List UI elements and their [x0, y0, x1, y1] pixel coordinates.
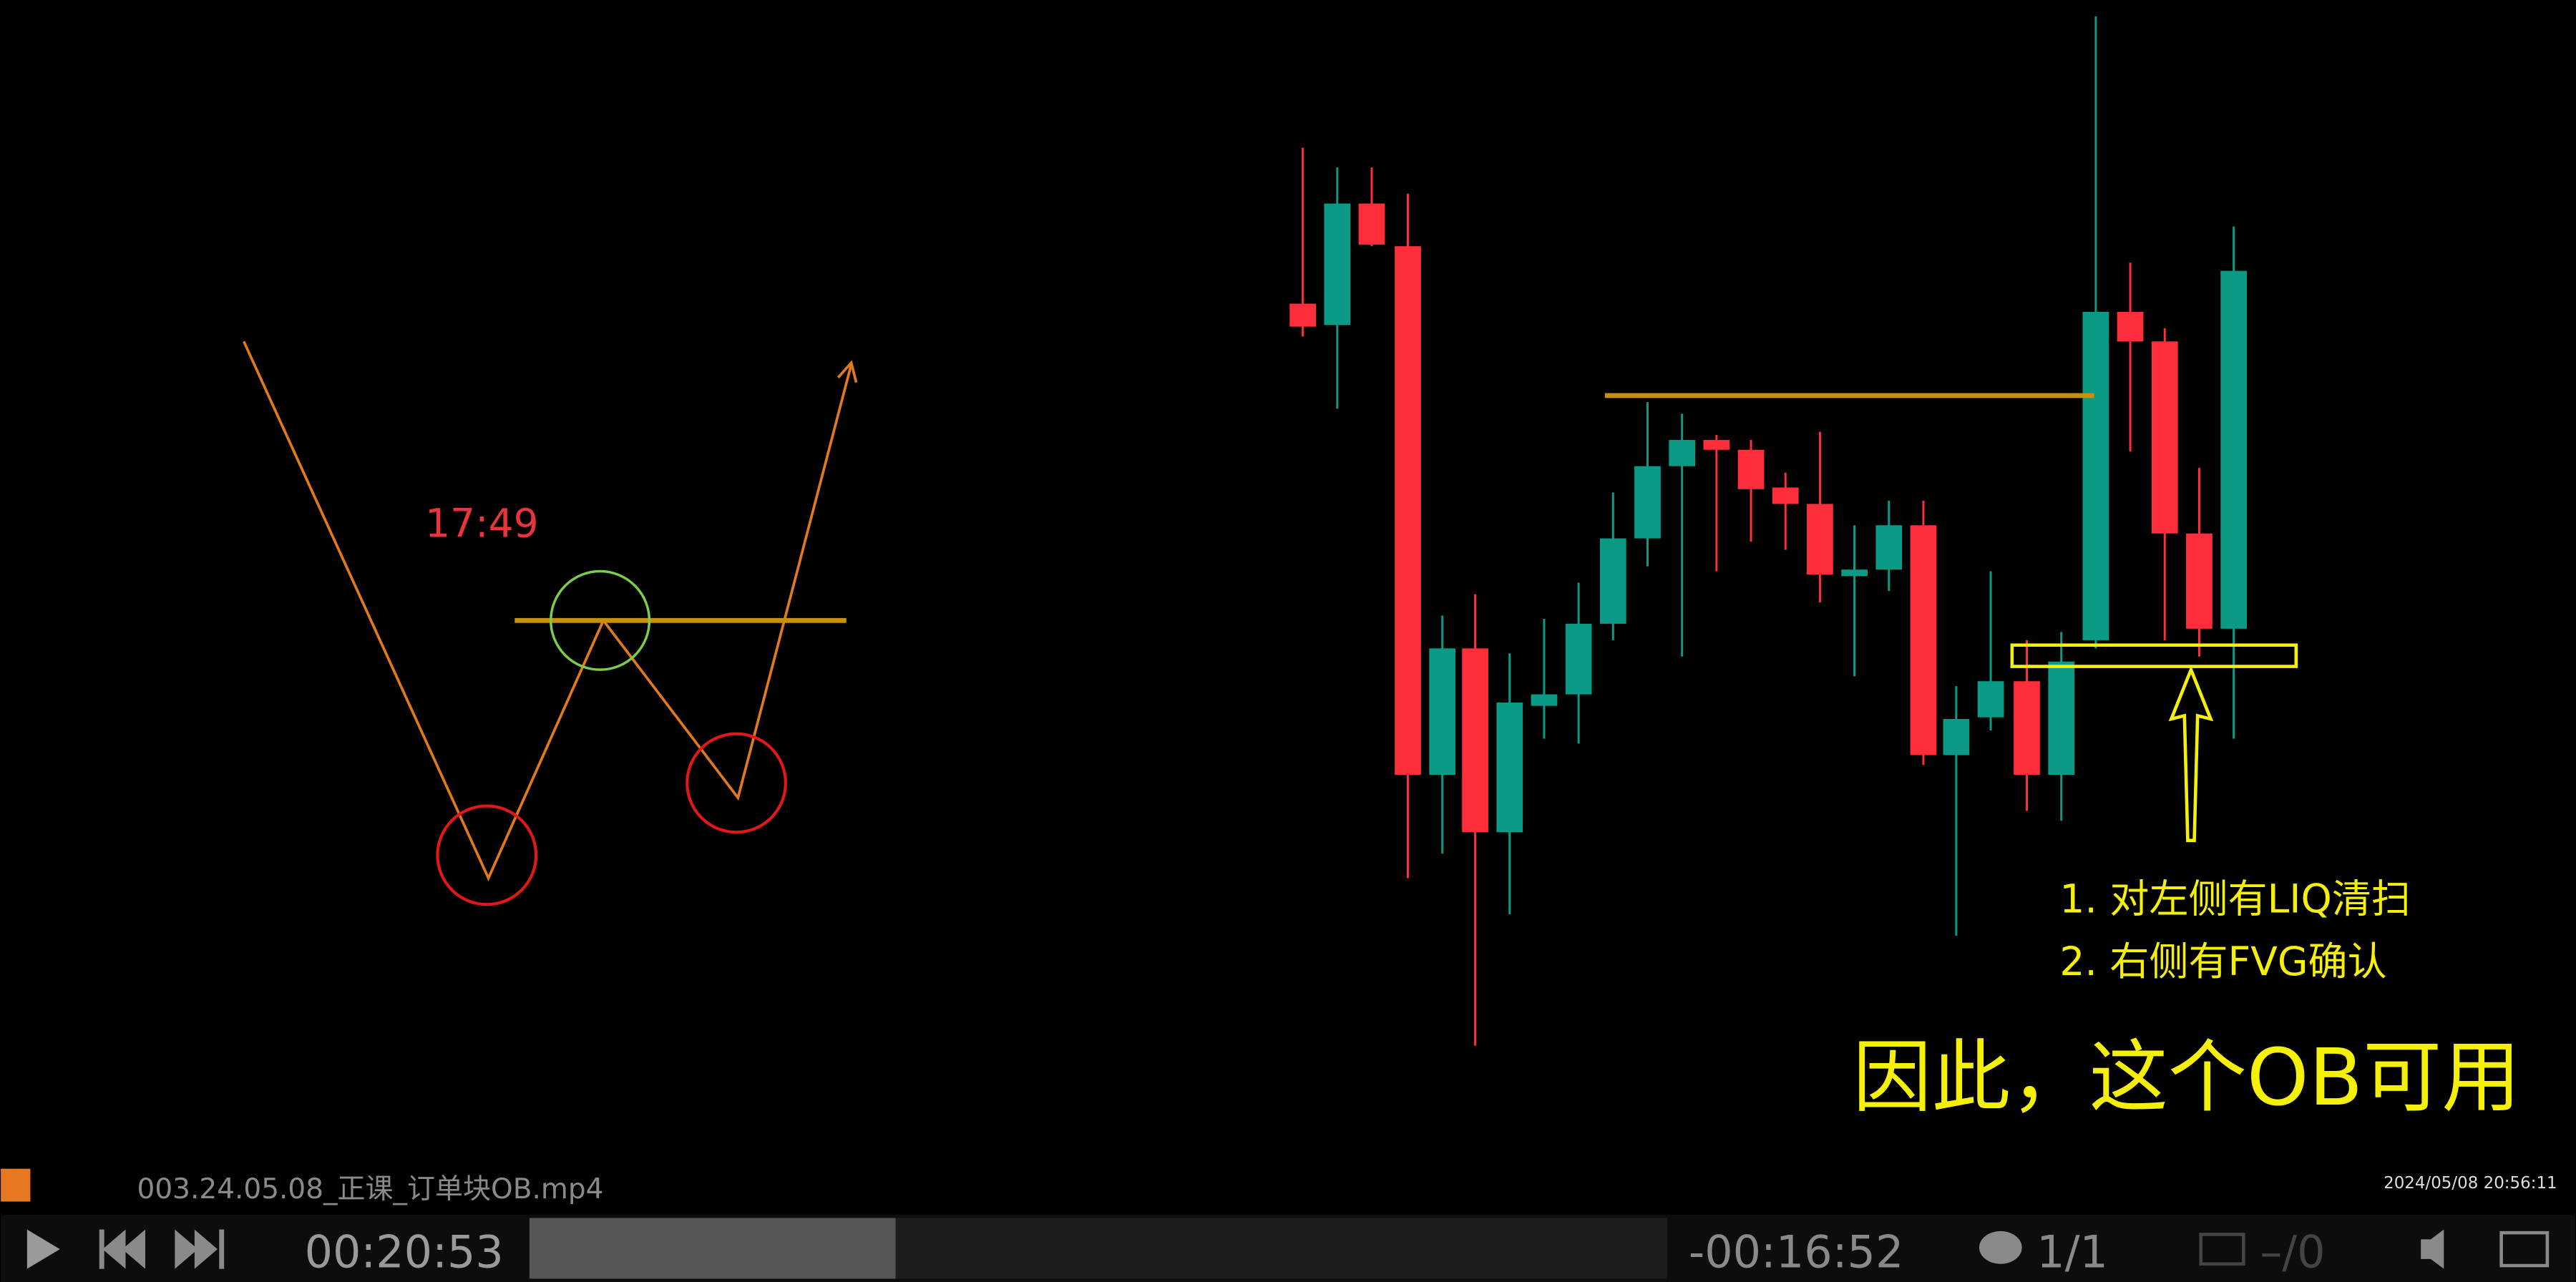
highlight-circle [436, 804, 538, 906]
candle-body [1669, 439, 1696, 466]
subtitle-count: –/0 [2260, 1225, 2325, 1278]
comment-icon[interactable] [1979, 1230, 2022, 1264]
candle-body [1841, 569, 1868, 577]
candle-body [1565, 623, 1592, 695]
candle-body [1289, 303, 1317, 327]
candle-body [1634, 466, 1661, 539]
candle-body [1324, 203, 1351, 326]
candle-body [1599, 538, 1626, 624]
annotation: 1. 对左侧有LIQ清扫 [2059, 876, 2411, 922]
conclusion: 因此，这个OB可用 [1853, 1032, 2520, 1123]
volume-button[interactable] [2421, 1229, 2444, 1269]
candle-body [1462, 648, 1488, 833]
candle-body [2151, 341, 2178, 534]
comment-count: 1/1 [2036, 1225, 2108, 1278]
next-button[interactable] [175, 1229, 225, 1269]
candle-body [1875, 525, 1903, 570]
candle-body [1358, 203, 1385, 245]
candle-body [1943, 718, 1970, 755]
candle-body [1807, 504, 1833, 575]
fullscreen-button[interactable] [2499, 1230, 2550, 1268]
candle-body [2117, 311, 2144, 342]
timestamp: 2024/05/08 20:56:11 [2384, 1174, 2557, 1193]
candle-body [2082, 311, 2109, 640]
timer: 17:49 [425, 500, 539, 546]
arrow-head [836, 360, 858, 383]
prev-button[interactable] [99, 1229, 146, 1269]
candle-body [2220, 270, 2247, 629]
user-icon[interactable] [1, 1168, 31, 1202]
candle-body [1496, 703, 1523, 833]
progress-fill [529, 1218, 896, 1279]
candle-body [2014, 681, 2040, 775]
schematic: 17:49 [243, 341, 858, 906]
highlight-circle [550, 569, 651, 671]
remaining-time: -00:16:52 [1689, 1225, 1904, 1278]
arrow [2168, 665, 2214, 843]
elapsed-time: 00:20:53 [305, 1225, 504, 1278]
candle-body [1910, 525, 1937, 755]
filename: 003.24.05.08_正课_订单块OB.mp4 [137, 1173, 604, 1205]
candle-body [1772, 487, 1799, 504]
subtitle-icon[interactable] [2199, 1233, 2245, 1266]
candle-body [1429, 648, 1456, 775]
order-block-box [2010, 643, 2298, 668]
candle-body [2048, 661, 2075, 775]
candle-body [1737, 449, 1765, 489]
candlestick-chart [1289, 16, 2247, 1046]
play-button[interactable] [26, 1229, 60, 1269]
candle-body [1977, 681, 2004, 718]
candle-body [2186, 533, 2212, 629]
candle-body [1395, 246, 1421, 775]
candle-body [1703, 439, 1730, 450]
candle-body [1531, 694, 1558, 706]
annotation: 2. 右侧有FVG确认 [2059, 939, 2386, 984]
highlight-circle [686, 732, 787, 834]
